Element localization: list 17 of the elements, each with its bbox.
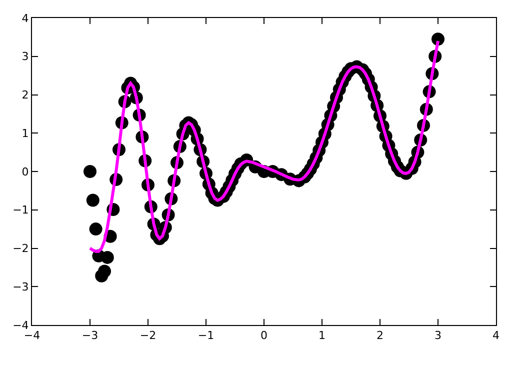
y-tick-label: 1 bbox=[22, 126, 29, 140]
y-tick-label: −3 bbox=[12, 280, 29, 294]
y-tick-label: −4 bbox=[12, 318, 29, 332]
y-tick-label: −2 bbox=[12, 242, 29, 256]
x-tick-label: 2 bbox=[376, 329, 384, 342]
x-tick-label: 1 bbox=[318, 329, 326, 342]
x-tick-label: 0 bbox=[260, 329, 268, 342]
y-tick-label: −1 bbox=[12, 204, 29, 217]
x-tick-label: −1 bbox=[198, 329, 214, 342]
x-tick-label: −2 bbox=[140, 329, 156, 342]
y-tick-label: 2 bbox=[22, 88, 29, 102]
y-tick-label: 0 bbox=[22, 165, 29, 178]
y-tick-label: 3 bbox=[22, 50, 29, 64]
x-tick-label: −3 bbox=[82, 329, 98, 342]
x-tick-label: 4 bbox=[492, 329, 500, 342]
x-tick-label: 3 bbox=[434, 329, 442, 342]
y-tick-label: 4 bbox=[22, 12, 29, 25]
